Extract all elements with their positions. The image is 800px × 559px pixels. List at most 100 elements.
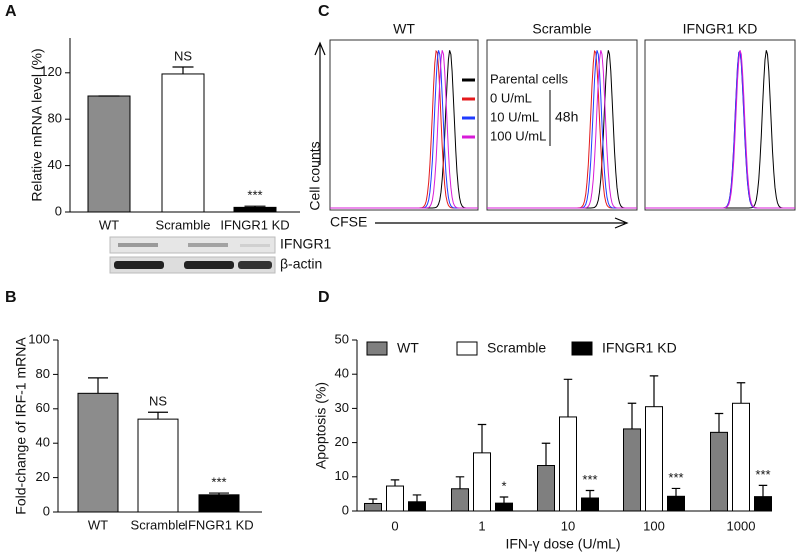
y-tick-label: 100 [28,331,50,346]
histogram-panel [329,39,479,211]
error-bar [88,377,108,394]
legend-label: WT [397,340,419,356]
x-tick-label: IFNGR1 KD [184,517,253,532]
panel-letter: A [5,3,17,20]
y-tick-label: 40 [48,157,62,172]
error-bar [714,412,724,433]
y-tick-label: 60 [36,400,50,415]
y-tick-label: 40 [335,366,349,381]
legend-swatch [571,341,593,356]
error-bar [758,484,768,497]
group-label: 48h [555,109,578,125]
error-bar [563,378,573,417]
panel-letter: C [318,3,330,20]
significance-label: NS [174,48,192,63]
bar [87,95,131,213]
bar [137,418,179,513]
bar [537,465,555,512]
y-tick-label: 80 [36,366,50,381]
legend-label: IFNGR1 KD [602,340,677,356]
legend-swatch [456,341,478,356]
error-bar [627,402,637,429]
x-tick-label: WT [99,217,119,232]
error-bar [368,498,378,504]
y-tick-label: 80 [48,111,62,126]
bar [581,497,599,512]
blot-label: IFNGR1 [280,236,332,252]
histogram-curve [330,49,478,209]
significance-label: *** [755,467,770,482]
bar [559,416,577,512]
histogram-curve [330,50,478,209]
x-tick-label: WT [88,517,108,532]
bar [710,431,728,512]
y-tick-label: 20 [36,469,50,484]
x-arrow [375,217,629,229]
x-tick-label: Scramble [131,517,186,532]
histogram-curve [645,50,795,209]
y-tick-label: 40 [36,435,50,450]
x-tick-label: 10 [561,518,575,533]
x-tick-label: Scramble [156,217,211,232]
bar [233,206,277,213]
y-axis-label: Relative mRNA level (%) [29,48,45,201]
y-tick-label: 120 [40,64,62,79]
y-axis-label: Apoptosis (%) [313,382,329,469]
error-bar [585,489,595,499]
legend-label: 10 U/mL [490,109,539,124]
significance-label: * [501,478,506,493]
histogram-curve [645,50,795,209]
bar [732,402,750,512]
x-tick-label: 1 [478,518,485,533]
bar [495,502,513,512]
error-bar [412,494,422,502]
x-axis-label: IFN-γ dose (U/mL) [505,536,620,552]
panel-title: WT [393,21,415,37]
panel-letter: D [318,289,330,306]
histogram-curve [487,50,637,209]
bar [645,406,663,512]
significance-label: *** [211,475,226,490]
y-axis-label: Fold-change of IRF-1 mRNA [13,337,29,515]
bar [364,502,382,512]
x-tick-label: 100 [643,518,665,533]
significance-label: *** [247,188,262,203]
error-bar [244,205,266,208]
bar [754,496,772,512]
legend-label: 100 U/mL [490,128,546,143]
y-tick-label: 10 [335,468,349,483]
bar [198,494,240,513]
histogram-curve [645,49,795,209]
bar [161,73,205,213]
histogram-curve [330,50,478,209]
error-bar [671,487,681,497]
panel-title: Scramble [532,21,591,37]
bar [473,452,491,512]
blot-label: β-actin [280,256,322,272]
legend-label: 0 U/mL [490,90,532,105]
bar [77,392,119,513]
panel-letter: B [5,289,17,306]
panel-title: IFNGR1 KD [683,21,758,37]
legend-label: Parental cells [490,71,569,86]
histogram-curve [330,50,478,209]
bar [451,488,469,512]
histogram-panel [486,39,638,211]
error-bar [477,423,487,453]
x-axis-label: CFSE [330,214,367,230]
histogram-curve [645,49,795,209]
legend-swatch [366,341,388,356]
x-tick-label: 0 [391,518,398,533]
significance-label: NS [149,394,167,409]
y-tick-label: 0 [43,503,50,518]
y-tick-label: 50 [335,331,349,346]
y-tick-label: 0 [55,203,62,218]
y-arrow [314,41,326,165]
error-bar [390,479,400,487]
error-bar [209,492,229,495]
error-bar [455,476,465,489]
significance-label: *** [582,472,597,487]
y-tick-label: 20 [335,434,349,449]
error-bar [172,66,194,74]
